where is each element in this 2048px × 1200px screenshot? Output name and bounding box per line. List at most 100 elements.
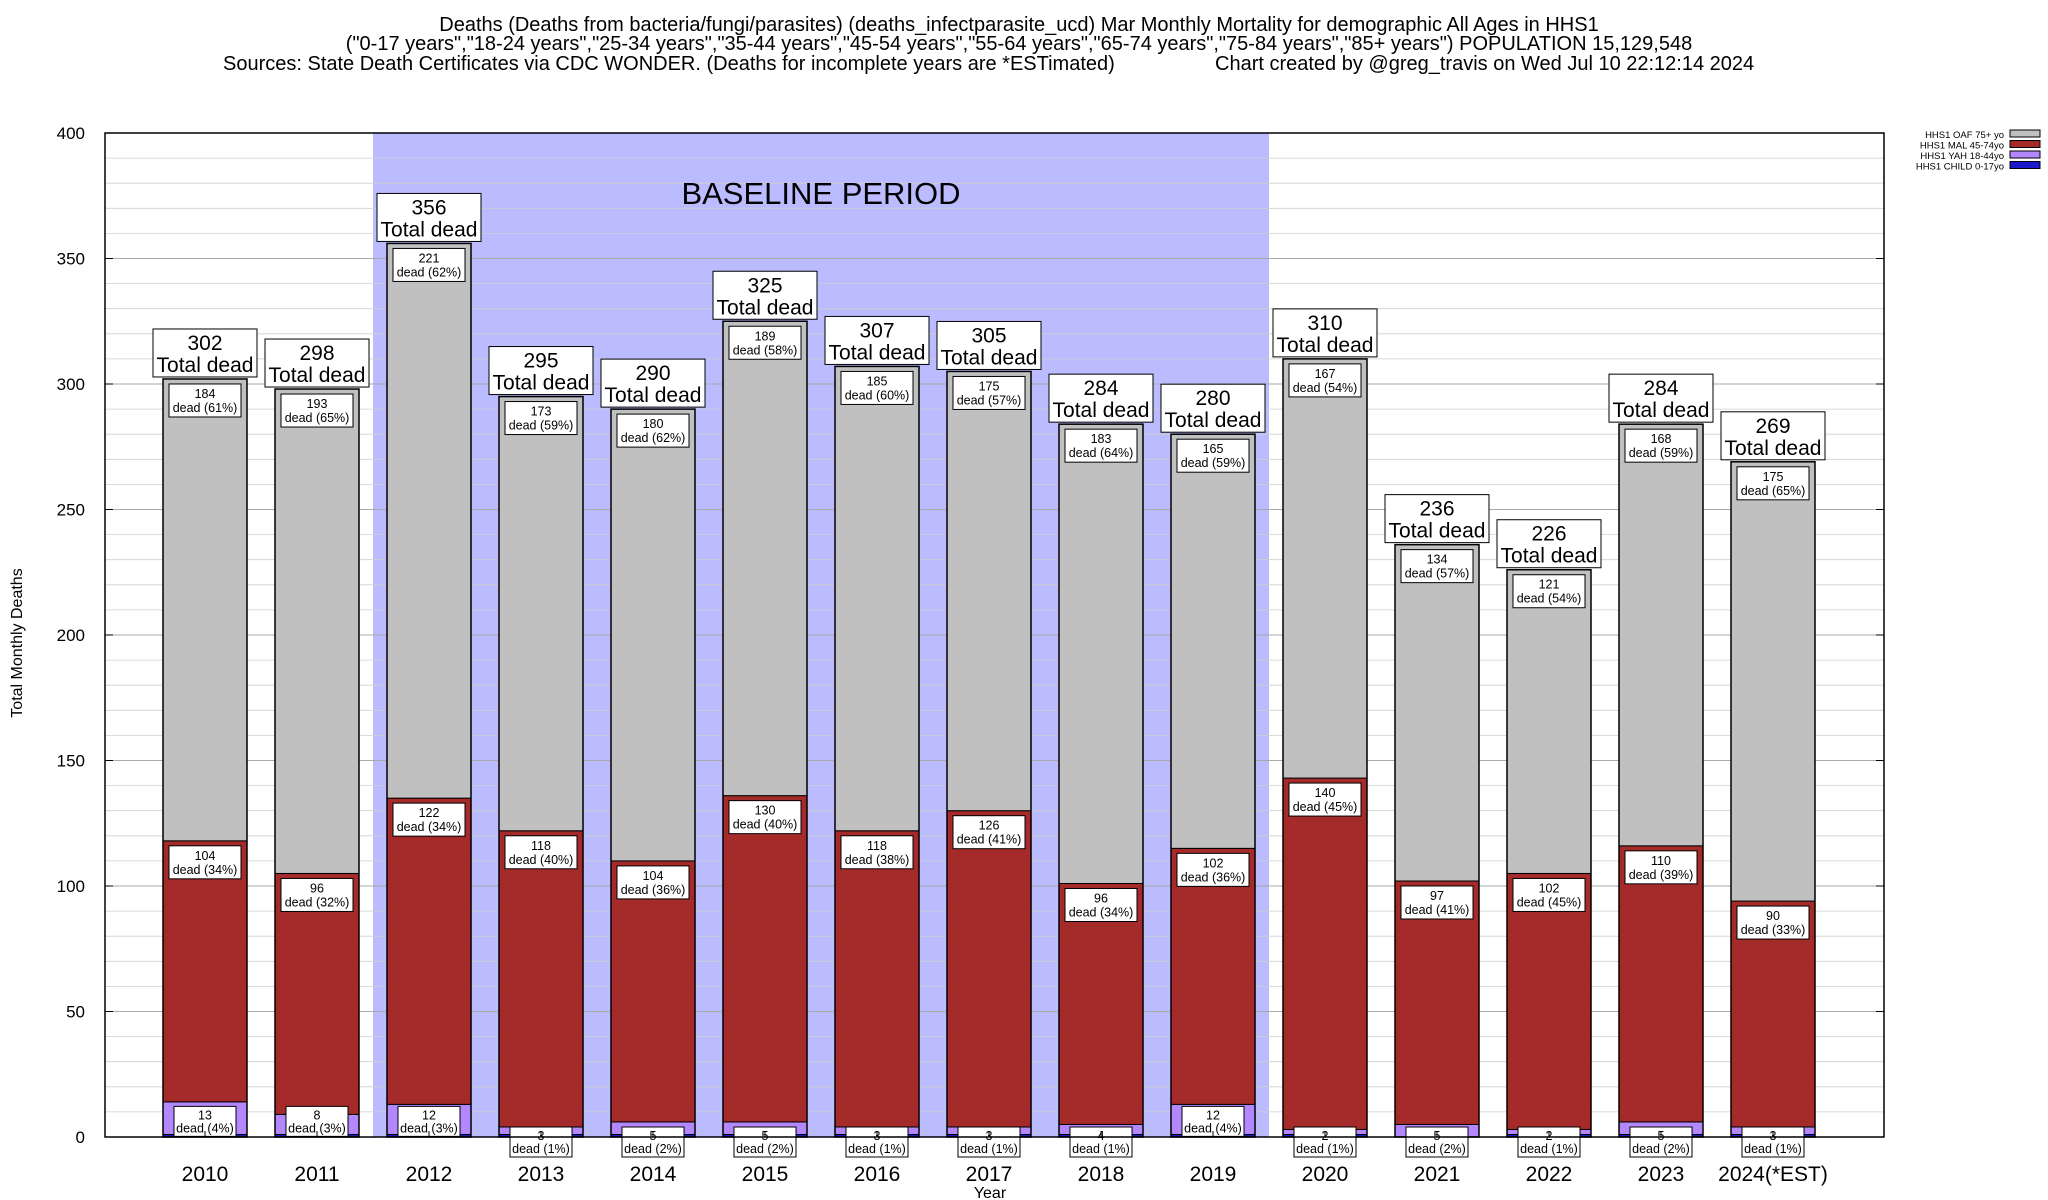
- segment-label-share: dead (38%): [845, 853, 910, 867]
- segment-label-share: dead (3%): [400, 1121, 458, 1135]
- segment-label-box: [168, 383, 242, 418]
- segment-label-share: dead (41%): [1405, 903, 1470, 917]
- segment-label-share: dead (2%): [624, 1142, 682, 1156]
- segment-label-value: 180: [643, 417, 664, 431]
- total-label-box: [712, 270, 818, 320]
- segment-label-value: 90: [1766, 909, 1780, 923]
- segment-label-share: dead (62%): [397, 265, 462, 279]
- segment-label-share: dead (1%): [1520, 1142, 1578, 1156]
- y-tick-label: 400: [57, 124, 85, 143]
- segment-label-share: dead (62%): [621, 431, 686, 445]
- total-label-value: 290: [635, 362, 670, 385]
- segment-label-value: 104: [195, 849, 216, 863]
- total-label-text: Total dead: [605, 384, 702, 407]
- segment-label-box: [1512, 877, 1586, 912]
- bar-segment-mal: [1282, 777, 1368, 1130]
- bar-segment-mal: [834, 830, 920, 1128]
- segment-label-share: dead (4%): [1184, 1121, 1242, 1135]
- x-tick-label: 2012: [406, 1163, 453, 1186]
- segment-label-box: [1064, 887, 1138, 922]
- segment-label-share: dead (1%): [1296, 1142, 1354, 1156]
- segment-label-share: dead (2%): [1632, 1142, 1690, 1156]
- x-tick-label: 2020: [1302, 1163, 1349, 1186]
- segment-label-value: 12: [1206, 1108, 1220, 1122]
- total-label-value: 302: [187, 332, 222, 355]
- y-tick-label: 350: [57, 250, 85, 269]
- y-tick-label: 0: [76, 1128, 85, 1147]
- segment-label-share: dead (32%): [285, 895, 350, 909]
- segment-label-box: [1288, 782, 1362, 817]
- segment-label-share: dead (58%): [733, 343, 798, 357]
- segment-label-box: [504, 835, 578, 870]
- segment-label-value: 12: [422, 1108, 436, 1122]
- segment-label-value: 121: [1539, 578, 1560, 592]
- total-label-text: Total dead: [1277, 334, 1374, 357]
- segment-label-box: [1181, 1105, 1245, 1137]
- bar-segment-mal: [162, 840, 248, 1103]
- total-label-value: 280: [1195, 387, 1230, 410]
- bar-segment-oaf: [1618, 423, 1704, 847]
- total-label-box: [376, 192, 482, 242]
- x-tick-label: 2023: [1638, 1163, 1685, 1186]
- segment-label-value: 104: [643, 869, 664, 883]
- segment-label-value: 102: [1203, 856, 1224, 870]
- legend-label-oaf: HHS1 OAF 75+ yo: [1925, 130, 2004, 141]
- segment-label-share: dead (45%): [1517, 895, 1582, 909]
- segment-label-box: [1064, 428, 1138, 463]
- total-label-value: 310: [1307, 312, 1342, 335]
- segment-label-share: dead (2%): [1408, 1142, 1466, 1156]
- bar-segment-mal: [274, 872, 360, 1115]
- segment-label-share: dead (64%): [1069, 446, 1134, 460]
- bar-segment-oaf: [1730, 461, 1816, 902]
- bar-segment-oaf: [722, 320, 808, 797]
- total-label-box: [1160, 383, 1266, 433]
- x-tick-label: 2024(*EST): [1718, 1163, 1828, 1186]
- total-label-box: [824, 315, 930, 365]
- bar-segment-oaf: [1282, 358, 1368, 779]
- legend-label-child: HHS1 CHILD 0-17yo: [1916, 162, 2004, 173]
- segment-label-value: 168: [1651, 432, 1672, 446]
- bar-segment-mal: [498, 830, 584, 1128]
- bar-segment-oaf: [1170, 433, 1256, 849]
- segment-label-value: 167: [1315, 367, 1336, 381]
- total-label-text: Total dead: [157, 354, 254, 377]
- segment-label-share: dead (34%): [173, 863, 238, 877]
- segment-label-box: [1624, 850, 1698, 885]
- segment-label-value: 110: [1651, 854, 1671, 868]
- bar-segment-mal: [610, 860, 696, 1123]
- segment-label-value: 96: [1094, 891, 1108, 905]
- segment-label-share: dead (36%): [621, 883, 686, 897]
- title-line-3: Sources: State Death Certificates via CD…: [223, 53, 1115, 75]
- segment-label-share: dead (65%): [285, 411, 350, 425]
- segment-label-box: [728, 325, 802, 360]
- segment-label-box: [840, 835, 914, 870]
- segment-label-share: dead (54%): [1293, 381, 1358, 395]
- x-tick-label: 2015: [742, 1163, 789, 1186]
- y-tick-label: 50: [66, 1003, 85, 1022]
- bar-segment-oaf: [162, 378, 248, 842]
- x-tick-label: 2022: [1526, 1163, 1573, 1186]
- segment-label-share: dead (1%): [512, 1142, 570, 1156]
- bar-segment-oaf: [274, 388, 360, 874]
- segment-label-box: [1736, 466, 1810, 501]
- bar-segment-mal: [1618, 845, 1704, 1123]
- bar-segment-oaf: [946, 370, 1032, 812]
- bar-segment-mal: [946, 810, 1032, 1128]
- segment-label-value: 165: [1203, 442, 1224, 456]
- total-label-text: Total dead: [1053, 399, 1150, 422]
- segment-label-box: [616, 865, 690, 900]
- segment-label-share: dead (65%): [1741, 484, 1806, 498]
- segment-label-share: dead (1%): [1072, 1142, 1130, 1156]
- segment-label-share: dead (57%): [1405, 567, 1470, 581]
- segment-label-value: 122: [419, 806, 440, 820]
- segment-label-value: 173: [531, 405, 552, 419]
- segment-label-value: 175: [1763, 470, 1784, 484]
- segment-label-share: dead (59%): [1629, 446, 1694, 460]
- segment-label-box: [168, 845, 242, 880]
- y-tick-label: 300: [57, 375, 85, 394]
- segment-label-value: 134: [1427, 553, 1448, 567]
- total-label-text: Total dead: [1389, 520, 1486, 543]
- segment-label-value: 140: [1315, 786, 1336, 800]
- segment-label-share: dead (1%): [960, 1142, 1018, 1156]
